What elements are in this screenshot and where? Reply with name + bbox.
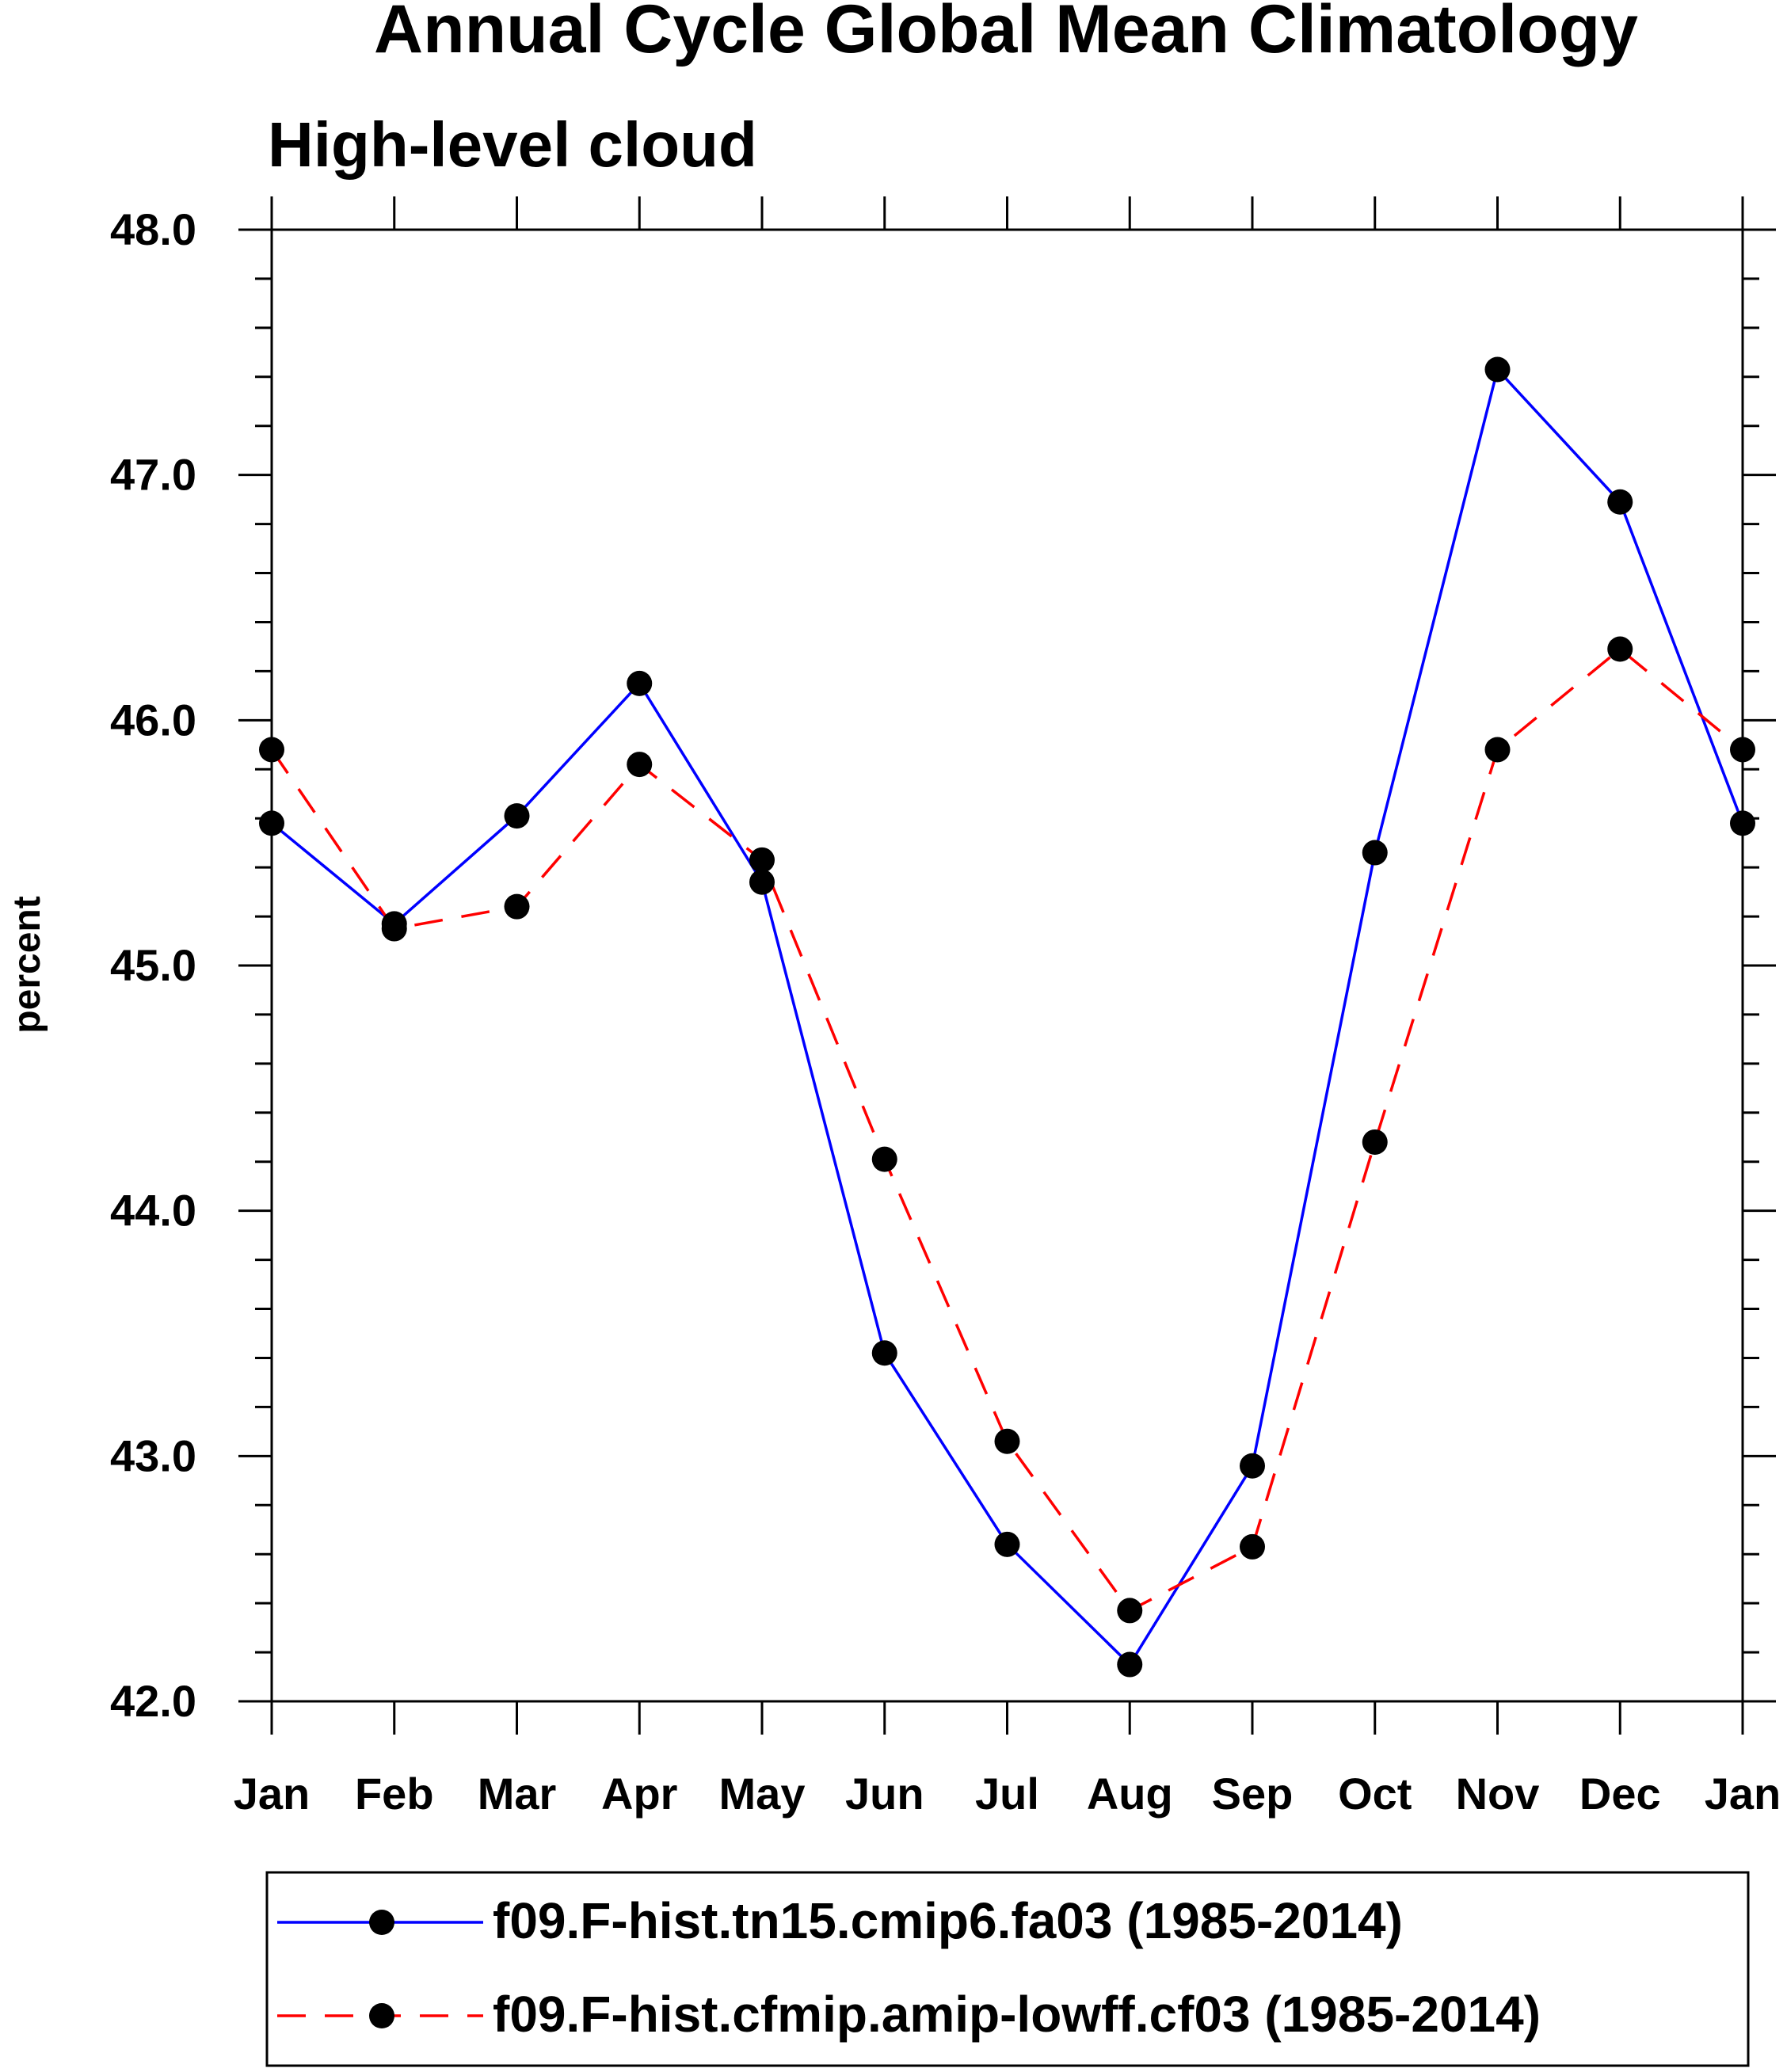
y-tick-labels: 42.0 43.0 44.0 45.0 46.0 47.0 48.0 (110, 204, 196, 1726)
series-2-point (1240, 1533, 1265, 1560)
x-tick-label: Mar (478, 1769, 557, 1819)
series-1-point (994, 1531, 1020, 1557)
series-1-point (627, 670, 653, 696)
x-tick-label: Jun (845, 1769, 924, 1819)
y-tick-label: 46.0 (110, 695, 196, 745)
legend-label-1: f09.F-hist.tn15.cmip6.fa03 (1985-2014) (493, 1892, 1403, 1949)
series-1-point (259, 810, 284, 836)
series-2-point (259, 737, 284, 763)
y-tick-label: 43.0 (110, 1430, 196, 1480)
legend-box (265, 1871, 1750, 2067)
y-tick-label: 42.0 (110, 1676, 196, 1726)
y-tick-label: 44.0 (110, 1186, 196, 1236)
series-2-point (749, 847, 775, 873)
x-tick-label: Dec (1579, 1769, 1661, 1819)
axis-ticks (238, 196, 1776, 1735)
x-tick-label: Nov (1456, 1769, 1540, 1819)
y-tick-label: 45.0 (110, 940, 196, 990)
x-tick-label: Apr (601, 1769, 677, 1819)
x-tick-label: May (719, 1769, 806, 1819)
chart-subtitle: High-level cloud (268, 109, 757, 180)
x-tick-label: Jan (1705, 1769, 1781, 1819)
series-2-point (1117, 1598, 1143, 1624)
x-tick-label: Sep (1212, 1769, 1294, 1819)
legend-marker-1 (369, 1910, 394, 1935)
series-1-point (1117, 1651, 1143, 1678)
chart-title: Annual Cycle Global Mean Climatology (374, 0, 1638, 67)
series-2-point (627, 752, 653, 778)
x-tick-labels: Jan Feb Mar Apr May Jun Jul Aug Sep Oct Nov Dec Jan (234, 1769, 1781, 1819)
y-axis-label: percent (6, 896, 48, 1033)
series-1-point (504, 803, 530, 829)
series-2-point (1484, 737, 1511, 763)
series-layer (259, 356, 1755, 1678)
legend-marker-2 (369, 2003, 394, 2028)
series-2-point (1362, 1129, 1388, 1155)
y-tick-label: 48.0 (110, 204, 196, 254)
series-1-point (871, 1340, 897, 1366)
series-2-point (1607, 636, 1633, 662)
series-line-1 (270, 366, 1744, 1667)
x-tick-label: Feb (355, 1769, 434, 1819)
series-2-point (1730, 737, 1755, 763)
series-1-point (1607, 489, 1633, 515)
series-1-point (749, 869, 775, 895)
series-2-point (504, 893, 530, 920)
x-tick-label: Aug (1087, 1769, 1173, 1819)
y-tick-label: 47.0 (110, 450, 196, 500)
series-2-point (994, 1428, 1020, 1454)
x-tick-label: Oct (1338, 1769, 1412, 1819)
series-1-point (1240, 1453, 1265, 1479)
series-1-point (1484, 356, 1511, 383)
series-line-2 (270, 647, 1744, 1613)
series-1-point (1362, 840, 1388, 866)
series-2-point (381, 916, 407, 942)
x-tick-label: Jan (234, 1769, 311, 1819)
x-tick-label: Jul (975, 1769, 1039, 1819)
series-2-point (871, 1146, 897, 1172)
series-1-point (1730, 810, 1755, 836)
legend-label-2: f09.F-hist.cfmip.amip-lowff.cf03 (1985-2… (493, 1986, 1541, 2043)
legend: f09.F-hist.tn15.cmip6.fa03 (1985-2014) f0… (277, 1892, 1541, 2043)
plot-frame (270, 228, 1744, 1703)
